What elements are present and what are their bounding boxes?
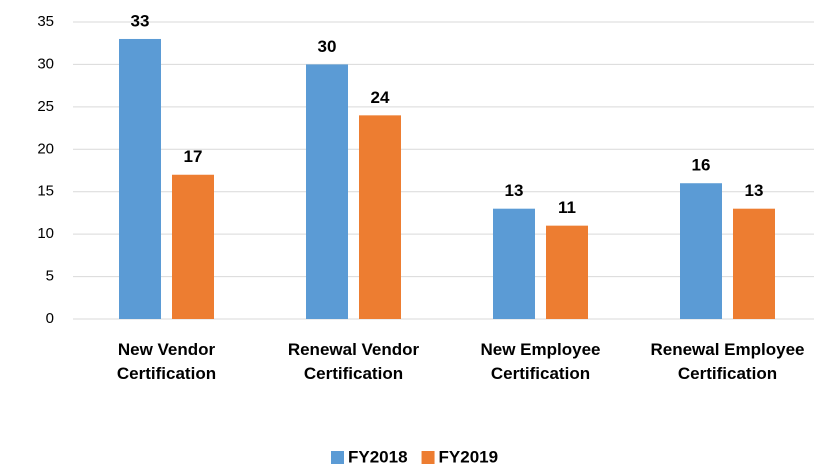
data-label: 33 [131,11,150,30]
bar [733,208,775,319]
bar [680,183,722,319]
y-tick-label: 0 [46,310,54,327]
x-tick-label: New Employee Certification [480,340,601,383]
data-label: 13 [745,181,764,200]
y-tick-label: 25 [37,98,54,115]
data-label: 11 [558,198,576,217]
bar [493,208,535,319]
bar [119,38,161,319]
data-label: 17 [184,147,203,166]
data-label: 16 [692,156,711,175]
y-tick-label: 10 [37,225,54,242]
y-tick-label: 15 [37,183,54,200]
y-tick-label: 5 [46,268,54,285]
data-label: 13 [505,181,524,200]
y-tick-label: 30 [37,55,54,72]
x-tick-label: Renewal Vendor Certification [287,340,420,383]
legend-swatch [331,451,344,464]
bar [359,115,401,319]
legend-swatch [421,451,435,464]
y-tick-label: 20 [37,140,54,157]
bar [306,64,348,319]
legend-label: FY2019 [439,447,499,466]
bar [546,225,588,319]
x-tick-label: Renewal Employee Certification [650,340,805,383]
x-tick-label: New Vendor Certification [116,340,217,383]
bar [172,174,214,319]
data-label: 24 [371,88,390,107]
y-tick-label: 35 [37,13,54,30]
legend-label: FY2018 [348,447,408,466]
data-label: 30 [318,37,337,56]
